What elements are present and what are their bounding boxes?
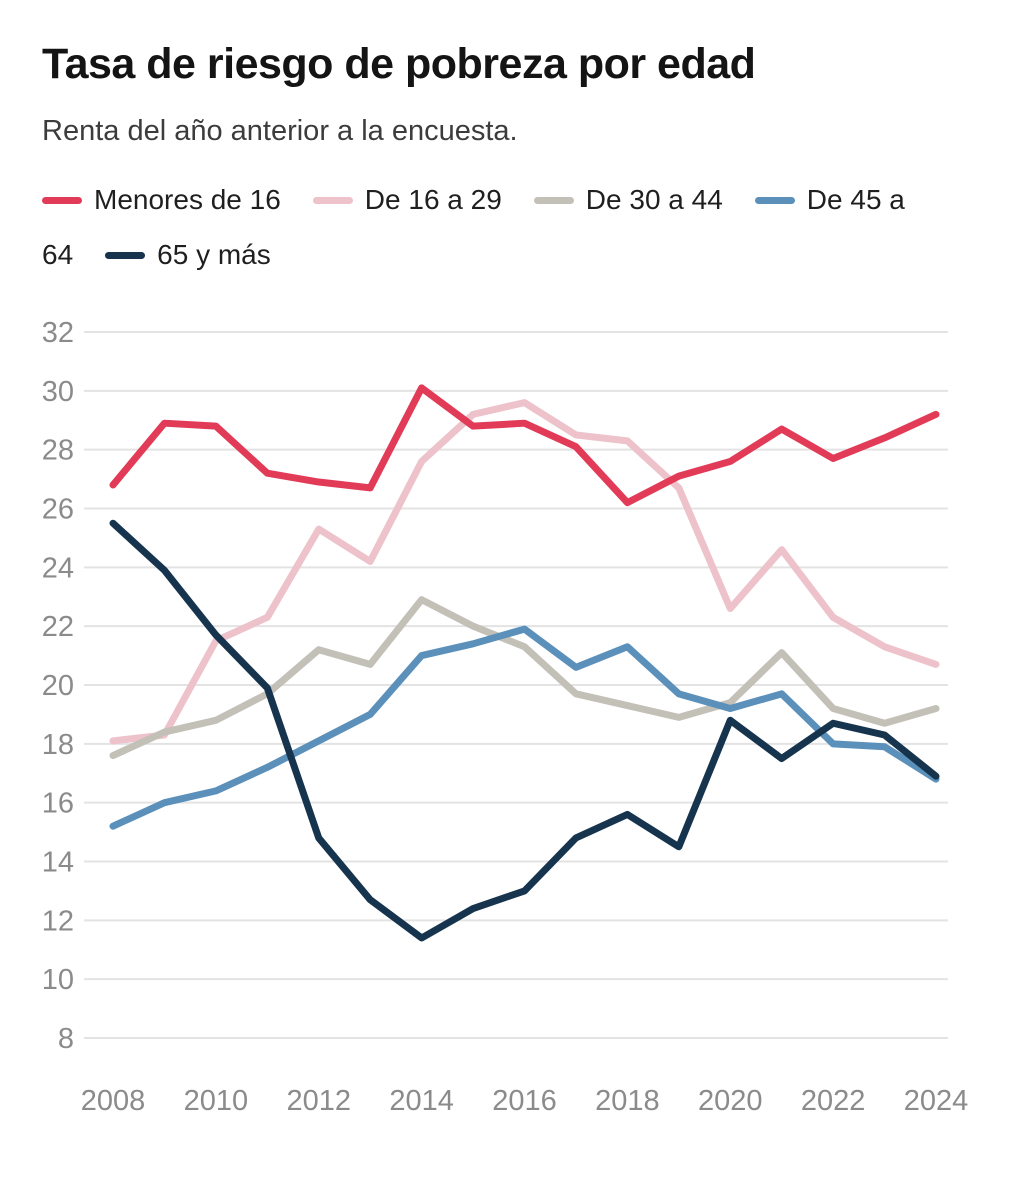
x-tick-label: 2016 xyxy=(492,1085,557,1117)
y-tick-label: 26 xyxy=(42,494,74,526)
legend-item-3: De 45 a 64 xyxy=(42,184,905,271)
y-tick-label: 12 xyxy=(42,905,74,937)
legend-item-2: De 30 a 44 xyxy=(533,184,723,215)
legend-item-1: De 16 a 29 xyxy=(312,184,502,215)
x-tick-label: 2018 xyxy=(595,1085,660,1117)
y-tick-label: 28 xyxy=(42,435,74,467)
x-tick-label: 2020 xyxy=(698,1085,763,1117)
series-line-3 xyxy=(109,625,940,830)
legend-item-4: 65 y más xyxy=(105,239,271,270)
y-tick-label: 32 xyxy=(42,317,74,349)
legend-swatch-icon xyxy=(42,197,82,205)
x-tick-label: 2012 xyxy=(286,1085,351,1117)
y-tick-label: 8 xyxy=(58,1023,74,1055)
y-tick-label: 14 xyxy=(42,847,74,879)
y-tick-label: 30 xyxy=(42,376,74,408)
x-tick-label: 2024 xyxy=(904,1085,969,1117)
y-tick-label: 18 xyxy=(42,729,74,761)
y-tick-label: 10 xyxy=(42,964,74,996)
series-line-4 xyxy=(109,519,940,942)
legend-item-0: Menores de 16 xyxy=(42,184,281,215)
series-line-2 xyxy=(109,596,940,760)
x-tick-label: 2022 xyxy=(801,1085,866,1117)
legend: Menores de 16 De 16 a 29 De 30 a 44 De 45 a… xyxy=(42,172,922,282)
series-line-0 xyxy=(109,384,940,507)
chart-header: Tasa de riesgo de pobreza por edad Renta… xyxy=(0,0,1009,148)
chart-subtitle: Renta del año anterior a la encuesta. xyxy=(42,115,518,148)
legend-swatch-icon xyxy=(312,197,353,205)
series-line-1 xyxy=(109,399,940,745)
legend-swatch-icon xyxy=(105,252,146,260)
legend-swatch-icon xyxy=(754,197,795,205)
y-tick-label: 16 xyxy=(42,788,74,820)
y-tick-label: 24 xyxy=(42,552,74,584)
x-tick-label: 2008 xyxy=(81,1085,146,1117)
x-tick-label: 2014 xyxy=(389,1085,454,1117)
chart-title: Tasa de riesgo de pobreza por edad xyxy=(42,40,756,88)
y-tick-label: 20 xyxy=(42,670,74,702)
x-tick-label: 2010 xyxy=(184,1085,249,1117)
y-tick-label: 22 xyxy=(42,611,74,643)
legend-swatch-icon xyxy=(533,197,574,205)
